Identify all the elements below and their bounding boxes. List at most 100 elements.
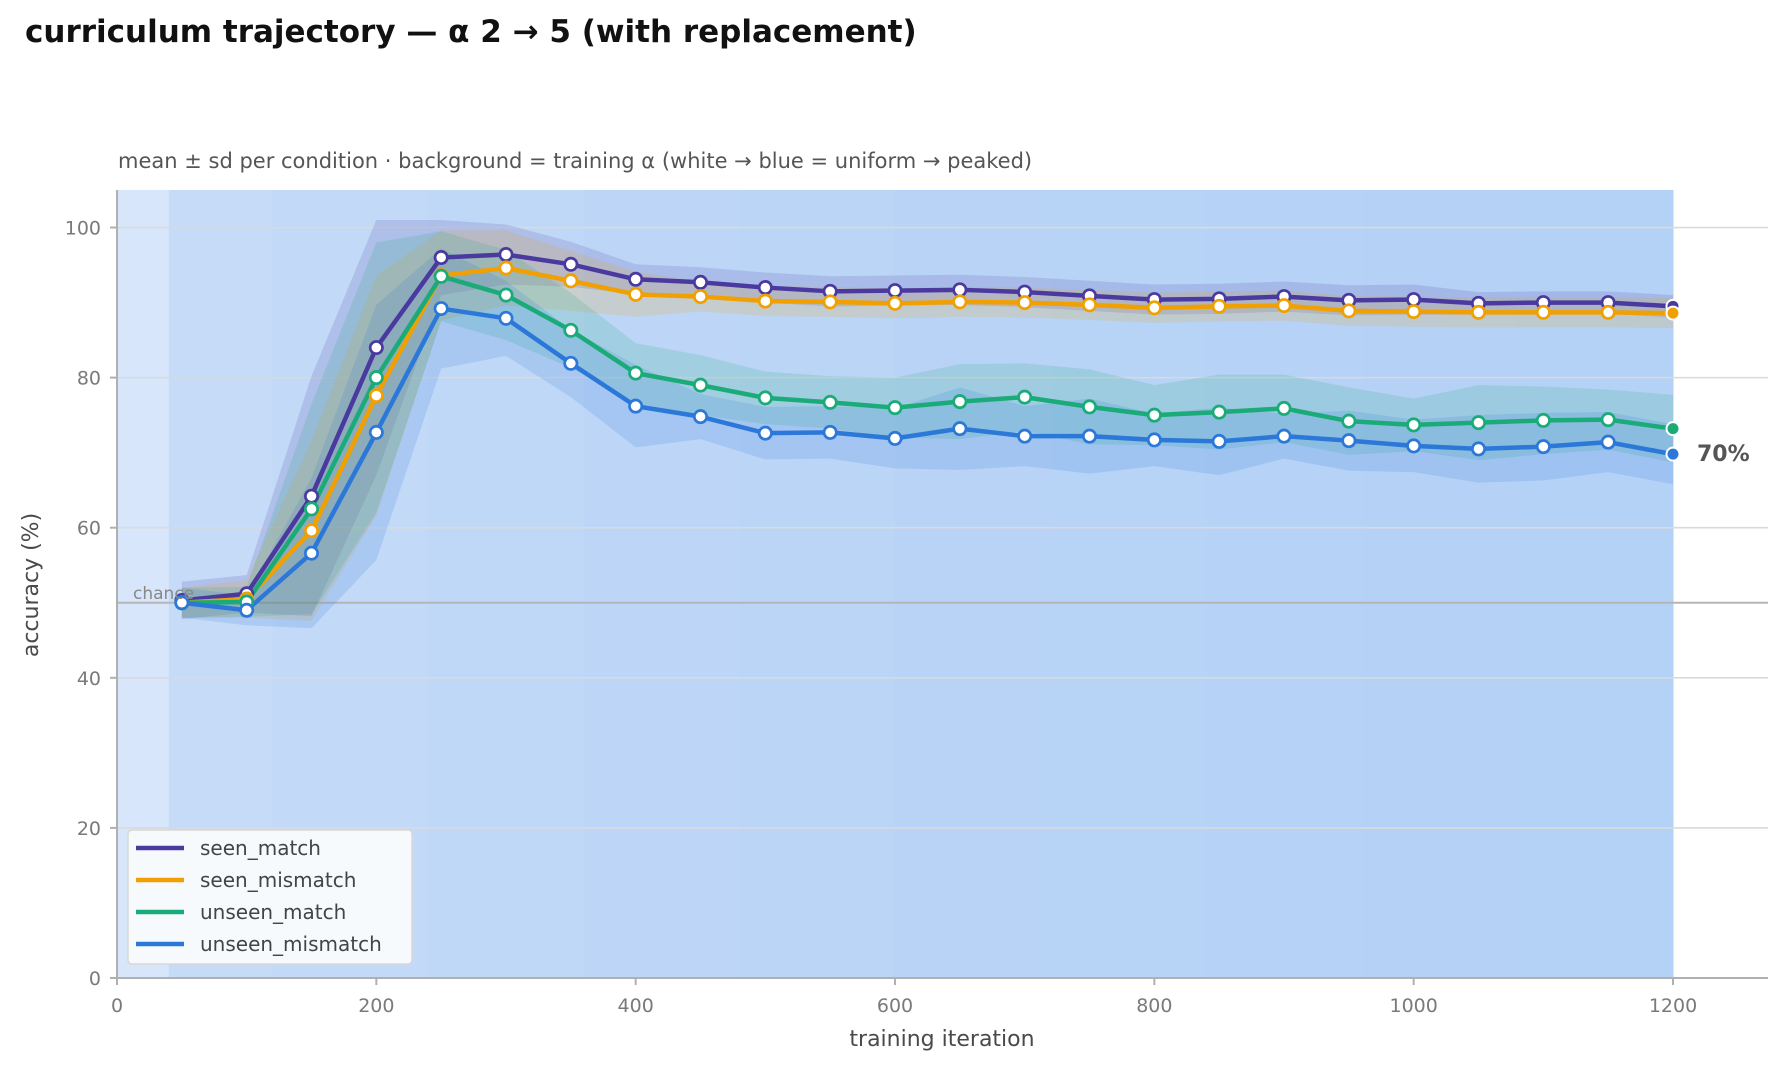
point-unseen-mismatch <box>1665 446 1681 462</box>
point-center-seen-mismatch <box>371 390 382 401</box>
point-seen-mismatch <box>1665 305 1681 321</box>
point-center-seen-mismatch <box>566 276 576 286</box>
point-center-seen-match <box>501 249 511 260</box>
point-center-unseen-match <box>566 325 576 336</box>
sd-bands <box>181 220 1673 629</box>
point-center-unseen-mismatch <box>306 548 317 559</box>
y-ticks: 0 20 40 60 80 100 <box>65 218 117 990</box>
point-center-unseen-match <box>1084 402 1095 412</box>
end-annotation: 70% <box>1697 442 1750 467</box>
y-tick-label: 20 <box>77 818 101 840</box>
point-center-unseen-mismatch <box>241 605 252 616</box>
point-center-seen-match <box>1344 295 1354 306</box>
point-center-unseen-match <box>695 380 706 390</box>
legend-box <box>127 829 413 965</box>
point-center-unseen-mismatch <box>1084 431 1095 441</box>
point-center-seen-match <box>1603 297 1613 308</box>
gridlines <box>117 226 1768 829</box>
training-alpha-background <box>117 190 1674 978</box>
point-center-seen-match <box>630 274 641 285</box>
y-tick-label: 100 <box>65 218 101 240</box>
x-tick-label: 400 <box>618 995 654 1017</box>
point-center-unseen-match <box>1473 417 1484 428</box>
point-center-seen-mismatch <box>501 263 511 273</box>
point-center-seen-mismatch <box>306 525 317 536</box>
point-center-seen-mismatch <box>1214 301 1224 312</box>
point-center-seen-match <box>371 342 382 353</box>
point-center-unseen-match <box>501 290 511 300</box>
point-center-unseen-mismatch <box>955 423 965 434</box>
point-center-unseen-match <box>630 368 641 378</box>
point-center-unseen-match <box>371 372 382 383</box>
point-center-unseen-match <box>1408 420 1419 430</box>
sd-band-unseen-mismatch <box>181 248 1673 629</box>
point-center-seen-mismatch <box>1279 300 1289 311</box>
line-seen-match <box>179 252 1676 603</box>
point-center-unseen-match <box>1603 414 1613 425</box>
point-center-seen-match <box>825 286 835 297</box>
point-center-seen-match <box>436 252 446 263</box>
point-center-unseen-mismatch <box>695 411 706 422</box>
point-center-unseen-mismatch <box>436 303 446 314</box>
point-center-unseen-match <box>1279 403 1289 414</box>
point-center-unseen-match <box>1344 416 1354 426</box>
point-center-unseen-match <box>1538 415 1549 426</box>
point-center-unseen-mismatch <box>825 427 835 438</box>
point-center-unseen-mismatch <box>1279 431 1289 441</box>
point-center-unseen-mismatch <box>760 428 771 438</box>
point-center-unseen-mismatch <box>1214 436 1224 447</box>
point-center-seen-mismatch <box>1538 307 1549 318</box>
y-tick-label: 40 <box>77 668 101 690</box>
point-center-unseen-mismatch <box>371 427 382 438</box>
point-center-unseen-match <box>436 271 446 282</box>
point-center-unseen-mismatch <box>1408 441 1419 451</box>
point-center-unseen-match <box>760 393 771 403</box>
sd-band-unseen-match <box>181 231 1673 618</box>
legend: seen_match seen_mismatch unseen_matchunsee… <box>127 829 413 965</box>
point-center-unseen-match <box>306 504 317 514</box>
point-center-seen-mismatch <box>695 291 706 302</box>
point-center-seen-mismatch <box>890 298 900 309</box>
sd-band-seen-mismatch <box>181 230 1673 621</box>
point-center-seen-match <box>1538 297 1549 308</box>
y-axis-label: accuracy (%) <box>19 513 44 657</box>
point-center-seen-match <box>566 259 576 270</box>
chart-subtitle: mean ± sd per condition · background = t… <box>118 149 1032 173</box>
background-overlay <box>168 190 1673 978</box>
point-center-unseen-mismatch <box>1149 435 1160 445</box>
point-center-unseen-mismatch <box>1344 435 1354 446</box>
point-unseen-match <box>1665 421 1681 437</box>
series-points <box>174 247 1681 618</box>
x-axis-label: training iteration <box>849 1027 1034 1052</box>
point-center-seen-mismatch <box>760 296 771 306</box>
point-center-unseen-mismatch <box>177 597 187 608</box>
point-center-seen-match <box>890 285 900 296</box>
point-center-seen-match <box>955 285 965 295</box>
point-center-seen-mismatch <box>825 297 835 307</box>
point-center-seen-match <box>1019 287 1030 297</box>
point-center-seen-mismatch <box>1408 306 1419 317</box>
point-center-seen-mismatch <box>1344 306 1354 316</box>
point-center-unseen-mismatch <box>1019 431 1030 441</box>
x-tick-label: 0 <box>111 995 123 1017</box>
x-tick-label: 1000 <box>1389 995 1437 1017</box>
y-tick-label: 60 <box>77 518 101 540</box>
point-center-seen-mismatch <box>1473 307 1484 318</box>
point-center-seen-match <box>695 277 706 288</box>
point-center-unseen-match <box>955 396 965 407</box>
point-center-unseen-mismatch <box>1603 437 1613 447</box>
line-unseen-mismatch <box>179 306 1676 613</box>
point-center-unseen-mismatch <box>501 313 511 324</box>
point-center-seen-mismatch <box>955 297 965 307</box>
x-tick-label: 600 <box>877 995 913 1017</box>
legend-label-unseen-match: unseen_match <box>200 900 346 924</box>
point-center-seen-mismatch <box>1149 303 1160 313</box>
legend-label-seen-mismatch: seen_mismatch <box>200 868 356 892</box>
point-center-unseen-mismatch <box>566 358 576 369</box>
chance-label: chance <box>133 584 194 604</box>
point-center-seen-mismatch <box>630 289 641 300</box>
legend-label-seen-match: seen_match <box>200 836 321 860</box>
x-tick-label: 1200 <box>1649 995 1697 1017</box>
point-center-unseen-mismatch <box>1538 441 1549 452</box>
